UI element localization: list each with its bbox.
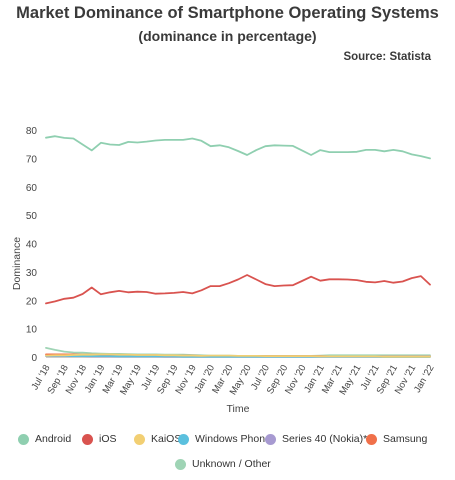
y-tick-label: 60 — [26, 183, 38, 194]
y-tick-label: 50 — [26, 211, 38, 222]
y-tick-label: 70 — [26, 154, 38, 165]
legend-label: KaiOS — [151, 433, 182, 445]
legend-label: Samsung — [383, 433, 428, 445]
series-line-kaios — [45, 353, 431, 358]
y-axis-label: Dominance — [11, 237, 23, 290]
y-tick-label: 20 — [26, 296, 38, 307]
legend-label: Windows Phone — [195, 433, 271, 445]
legend-item-windows-phone: Windows Phone — [178, 433, 271, 445]
legend-label: Android — [35, 433, 72, 445]
legend-label: Series 40 (Nokia)* — [282, 433, 368, 445]
legend-swatch — [178, 433, 189, 445]
y-tick-label: 80 — [26, 126, 38, 137]
legend-item-android: Android — [18, 433, 71, 445]
x-axis-label: Time — [227, 403, 250, 415]
legend-label: iOS — [99, 433, 117, 445]
legend-swatch — [82, 433, 93, 445]
legend-swatch — [175, 458, 186, 470]
series-line-android — [45, 135, 431, 160]
y-tick-label: 0 — [31, 353, 37, 364]
legend-item-kaios: KaiOS — [134, 433, 181, 445]
legend-item-ios: iOS — [82, 433, 117, 445]
y-tick-label: 40 — [26, 240, 38, 251]
y-tick-label: 10 — [26, 325, 38, 336]
y-tick-label: 30 — [26, 268, 38, 279]
series-line-ios — [45, 274, 431, 305]
chart-title: Market Dominance of Smartphone Operating… — [16, 4, 439, 22]
legend-swatch — [134, 433, 145, 445]
legend-item-samsung: Samsung — [366, 433, 427, 445]
chart-source: Source: Statista — [343, 51, 431, 63]
legend-item-unknown-other: Unknown / Other — [175, 458, 271, 470]
legend-label: Unknown / Other — [192, 458, 271, 470]
legend-swatch — [265, 433, 276, 445]
legend-swatch — [366, 433, 377, 445]
chart-subtitle: (dominance in percentage) — [138, 28, 317, 44]
legend-item-series-40-nokia: Series 40 (Nokia)* — [265, 433, 367, 445]
legend-swatch — [18, 433, 29, 445]
